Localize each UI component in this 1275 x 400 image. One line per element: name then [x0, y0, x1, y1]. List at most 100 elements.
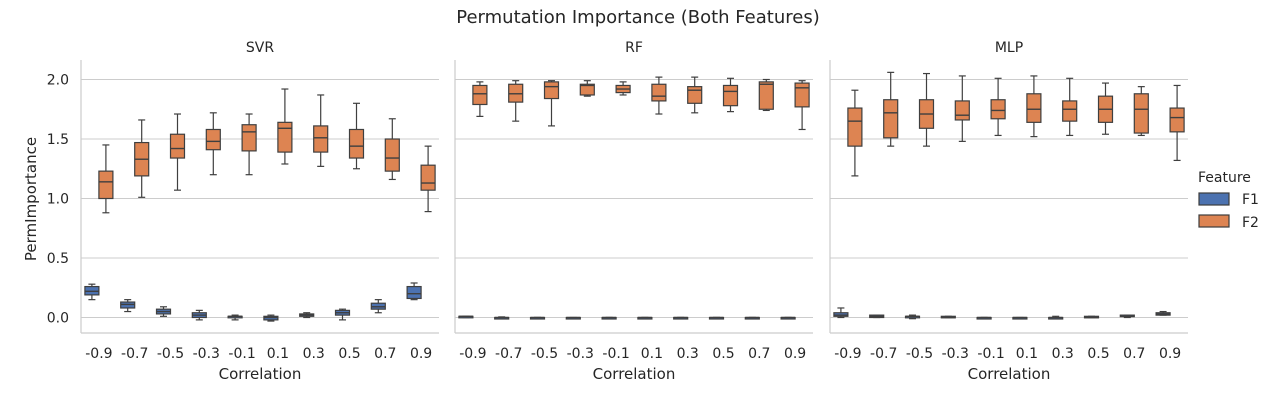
x-tick-label: 0.3: [303, 346, 325, 362]
box-f1: [637, 316, 653, 320]
box-f2: [384, 118, 400, 181]
box-f2: [758, 78, 774, 112]
panel-title: MLP: [995, 40, 1023, 56]
box-f2: [134, 119, 150, 198]
box-f1: [1083, 315, 1100, 319]
box-f1: [869, 314, 885, 319]
box-iqr: [205, 128, 221, 151]
x-tick-label: 0.9: [784, 346, 806, 362]
box-f1: [976, 316, 992, 320]
box-f2: [1062, 77, 1078, 137]
box-f2: [847, 89, 863, 177]
box-f1: [601, 316, 617, 320]
y-axis-label: PermImportance: [22, 137, 40, 261]
box-f1: [263, 314, 279, 322]
x-tick-label: -0.9: [834, 346, 861, 362]
box-f2: [277, 88, 293, 165]
x-tick-label: -0.7: [121, 346, 148, 362]
box-f2: [241, 113, 257, 176]
box-iqr: [687, 86, 703, 104]
box-f2: [990, 77, 1006, 137]
box-f1: [1012, 316, 1028, 320]
box-f1: [370, 299, 386, 314]
box-f1: [84, 283, 100, 301]
box-iqr: [348, 128, 365, 159]
y-tick-label: 2.0: [47, 73, 69, 89]
box-iqr: [722, 84, 739, 107]
box-f2: [98, 144, 114, 214]
box-f1: [1155, 310, 1171, 316]
box-f2: [420, 145, 436, 213]
x-tick-label: 0.1: [1016, 346, 1038, 362]
box-iqr: [420, 164, 436, 191]
box-f2: [169, 113, 186, 191]
box-f2: [615, 81, 631, 96]
x-tick-label: -0.3: [193, 346, 220, 362]
panel-svr: SVR 0.0 0.5 1.0 1.5 2.0 PermImportance -0.9 -0.7…: [22, 40, 439, 383]
box-f2: [205, 112, 221, 176]
x-tick-label: 0.9: [410, 346, 432, 362]
x-tick-label: -0.9: [459, 346, 486, 362]
y-tick-label: 0.0: [47, 311, 69, 327]
x-tick-label: 0.9: [1159, 346, 1181, 362]
box-f1: [708, 316, 725, 320]
box-f1: [227, 314, 243, 321]
legend-swatch-f2: [1198, 214, 1230, 228]
box-f1: [780, 316, 796, 320]
x-tick-label: -0.5: [531, 346, 558, 362]
x-tick-label: 0.7: [1123, 346, 1145, 362]
box-iqr: [241, 124, 257, 152]
box-f2: [651, 76, 667, 115]
panel-rf: RF -0.9 -0.7 -0.5 -0.3 -0.1 0.1 0.3 0.5 0.7 0.9 Cor…: [454, 40, 813, 383]
box-f1: [833, 307, 849, 319]
box-f2: [543, 80, 560, 127]
y-tick-label: 1.5: [47, 132, 69, 148]
box-iqr: [543, 81, 560, 100]
box-f1: [565, 316, 581, 320]
box-iqr: [169, 133, 186, 159]
box-f2: [794, 80, 810, 131]
x-tick-label: -0.5: [906, 346, 933, 362]
box-f1: [529, 316, 546, 320]
box-iqr: [98, 170, 114, 200]
box-f2: [954, 75, 970, 142]
box-iqr: [794, 82, 810, 108]
box-f2: [313, 94, 329, 167]
box-f1: [744, 316, 760, 320]
box-f2: [1097, 82, 1114, 135]
box-f2: [883, 71, 899, 147]
x-axis-label: Correlation: [219, 365, 302, 383]
x-tick-label: -0.3: [567, 346, 594, 362]
x-tick-label: -0.7: [495, 346, 522, 362]
panel-title: SVR: [246, 40, 274, 56]
box-f2: [472, 81, 488, 117]
legend-title: Feature: [1198, 170, 1251, 186]
box-iqr: [847, 107, 863, 147]
box-f1: [191, 309, 207, 321]
box-f2: [348, 102, 365, 170]
x-tick-label: 0.5: [1087, 346, 1109, 362]
box-f2: [1169, 84, 1185, 162]
box-f2: [1133, 86, 1149, 137]
box-f2: [687, 76, 703, 114]
legend-label-f2: F2: [1242, 215, 1259, 231]
box-f1: [299, 312, 315, 319]
box-f1: [406, 282, 422, 301]
box-f2: [722, 77, 739, 113]
x-tick-label: 0.3: [677, 346, 699, 362]
box-iqr: [1062, 100, 1078, 122]
x-tick-label: -0.7: [870, 346, 897, 362]
x-tick-label: -0.1: [977, 346, 1004, 362]
box-f1: [494, 316, 510, 320]
box-f1: [940, 315, 956, 319]
box-f1: [1048, 315, 1064, 320]
box-f2: [1026, 75, 1042, 138]
box-iqr: [758, 81, 774, 110]
x-tick-label: -0.9: [85, 346, 112, 362]
box-iqr: [579, 83, 595, 96]
x-tick-label: 0.3: [1052, 346, 1074, 362]
chart-title: Permutation Importance (Both Features): [456, 7, 819, 28]
x-tick-label: 0.1: [267, 346, 289, 362]
box-iqr: [1026, 93, 1042, 123]
